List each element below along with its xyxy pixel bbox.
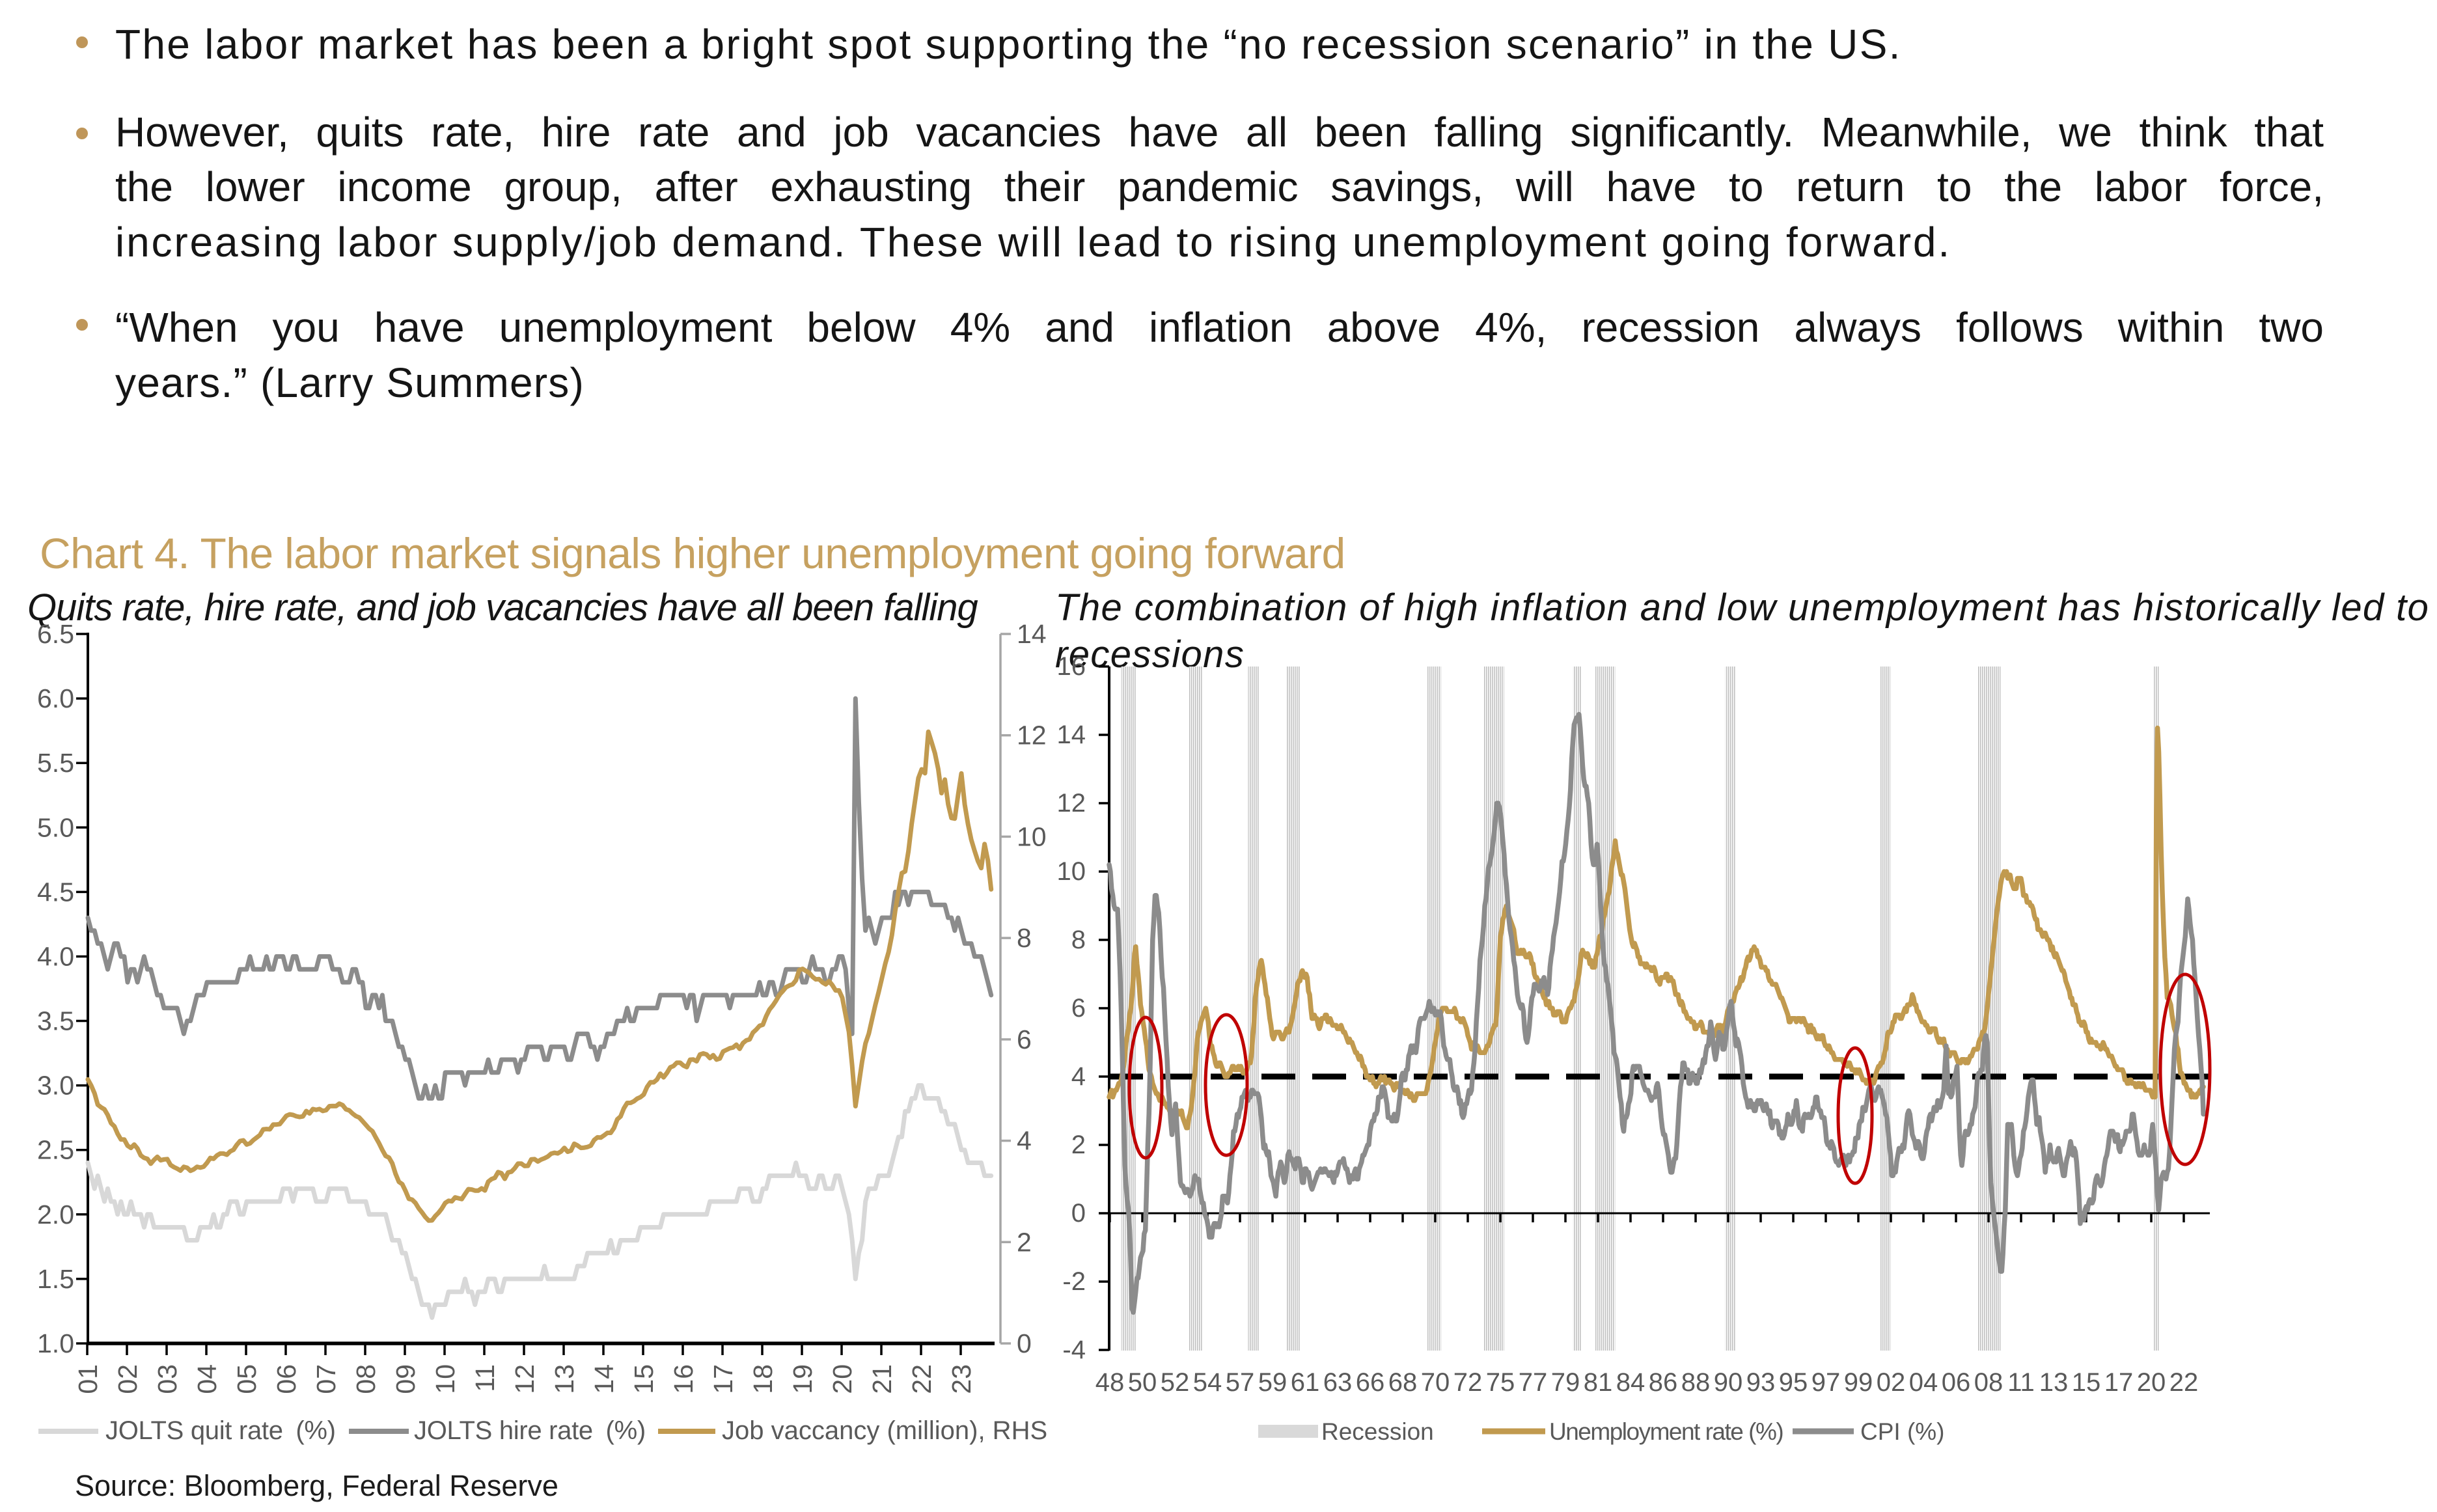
svg-text:66: 66 bbox=[1356, 1368, 1385, 1397]
svg-text:CPI (%): CPI (%) bbox=[1860, 1418, 1945, 1445]
svg-text:61: 61 bbox=[1291, 1368, 1320, 1397]
svg-text:13: 13 bbox=[2039, 1368, 2069, 1397]
svg-text:10: 10 bbox=[1057, 857, 1086, 886]
svg-text:86: 86 bbox=[1649, 1368, 1678, 1397]
svg-text:14: 14 bbox=[1017, 619, 1047, 649]
svg-text:22: 22 bbox=[907, 1364, 937, 1394]
svg-text:4: 4 bbox=[1071, 1062, 1086, 1091]
svg-text:12: 12 bbox=[1017, 721, 1047, 750]
svg-text:4.5: 4.5 bbox=[37, 877, 74, 907]
svg-text:02: 02 bbox=[1877, 1368, 1906, 1397]
svg-text:81: 81 bbox=[1584, 1368, 1613, 1397]
svg-text:20: 20 bbox=[2137, 1368, 2166, 1397]
svg-text:79: 79 bbox=[1551, 1368, 1580, 1397]
svg-text:07: 07 bbox=[311, 1364, 341, 1394]
svg-text:19: 19 bbox=[788, 1364, 818, 1394]
svg-text:14: 14 bbox=[589, 1364, 619, 1394]
svg-text:-2: -2 bbox=[1062, 1267, 1086, 1296]
svg-text:93: 93 bbox=[1746, 1368, 1776, 1397]
svg-text:52: 52 bbox=[1161, 1368, 1190, 1397]
svg-text:6: 6 bbox=[1017, 1024, 1032, 1054]
svg-text:3.5: 3.5 bbox=[37, 1006, 74, 1036]
svg-text:18: 18 bbox=[748, 1364, 778, 1394]
svg-text:0: 0 bbox=[1017, 1328, 1032, 1358]
svg-text:02: 02 bbox=[113, 1364, 143, 1394]
svg-text:95: 95 bbox=[1779, 1368, 1808, 1397]
svg-text:6.0: 6.0 bbox=[37, 683, 74, 713]
svg-text:03: 03 bbox=[152, 1364, 182, 1394]
svg-text:14: 14 bbox=[1057, 721, 1086, 749]
svg-text:75: 75 bbox=[1486, 1368, 1515, 1397]
svg-text:2.5: 2.5 bbox=[37, 1135, 74, 1165]
svg-text:01: 01 bbox=[73, 1364, 103, 1394]
svg-text:11: 11 bbox=[2007, 1368, 2035, 1397]
svg-text:59: 59 bbox=[1258, 1368, 1287, 1397]
svg-text:5.0: 5.0 bbox=[37, 812, 74, 842]
svg-text:97: 97 bbox=[1811, 1368, 1841, 1397]
svg-text:2: 2 bbox=[1017, 1227, 1032, 1257]
svg-text:12: 12 bbox=[1057, 789, 1086, 818]
svg-text:1.0: 1.0 bbox=[37, 1328, 74, 1358]
svg-text:48: 48 bbox=[1095, 1368, 1125, 1397]
svg-text:70: 70 bbox=[1421, 1368, 1450, 1397]
svg-text:12: 12 bbox=[510, 1364, 540, 1394]
svg-text:06: 06 bbox=[1942, 1368, 1971, 1397]
svg-text:1.5: 1.5 bbox=[37, 1264, 74, 1294]
svg-text:22: 22 bbox=[2169, 1368, 2199, 1397]
svg-text:5.5: 5.5 bbox=[37, 748, 74, 778]
svg-text:16: 16 bbox=[668, 1364, 698, 1394]
svg-text:21: 21 bbox=[867, 1364, 897, 1394]
svg-text:90: 90 bbox=[1714, 1368, 1743, 1397]
svg-text:17: 17 bbox=[708, 1364, 738, 1394]
svg-text:54: 54 bbox=[1193, 1368, 1222, 1397]
svg-text:8: 8 bbox=[1017, 923, 1032, 953]
svg-text:84: 84 bbox=[1616, 1368, 1645, 1397]
svg-text:10: 10 bbox=[1017, 821, 1047, 851]
svg-text:Source: Bloomberg, Federal Res: Source: Bloomberg, Federal Reserve bbox=[75, 1469, 558, 1502]
svg-text:13: 13 bbox=[549, 1364, 579, 1394]
svg-text:Unemployment rate (%): Unemployment rate (%) bbox=[1549, 1418, 1783, 1445]
svg-text:JOLTS hire rate (%): JOLTS hire rate (%) bbox=[414, 1416, 646, 1445]
svg-text:04: 04 bbox=[1909, 1368, 1938, 1397]
svg-text:11: 11 bbox=[470, 1364, 500, 1392]
svg-text:8: 8 bbox=[1071, 926, 1086, 954]
svg-text:JOLTS quit rate (%): JOLTS quit rate (%) bbox=[105, 1416, 336, 1445]
svg-text:4: 4 bbox=[1017, 1126, 1032, 1156]
svg-text:63: 63 bbox=[1323, 1368, 1353, 1397]
svg-text:99: 99 bbox=[1844, 1368, 1873, 1397]
svg-text:17: 17 bbox=[2104, 1368, 2134, 1397]
svg-text:15: 15 bbox=[2072, 1368, 2101, 1397]
svg-text:2: 2 bbox=[1071, 1131, 1086, 1159]
svg-text:10: 10 bbox=[430, 1364, 460, 1394]
svg-text:16: 16 bbox=[1057, 652, 1086, 681]
svg-text:08: 08 bbox=[351, 1364, 381, 1394]
svg-text:06: 06 bbox=[271, 1364, 301, 1394]
svg-text:2.0: 2.0 bbox=[37, 1200, 74, 1230]
svg-text:77: 77 bbox=[1519, 1368, 1548, 1397]
svg-text:23: 23 bbox=[946, 1364, 976, 1394]
svg-text:57: 57 bbox=[1226, 1368, 1255, 1397]
svg-text:68: 68 bbox=[1388, 1368, 1418, 1397]
svg-text:Recession: Recession bbox=[1321, 1418, 1434, 1445]
svg-text:20: 20 bbox=[827, 1364, 857, 1394]
svg-text:6.5: 6.5 bbox=[37, 619, 74, 649]
svg-text:88: 88 bbox=[1681, 1368, 1711, 1397]
svg-text:0: 0 bbox=[1071, 1199, 1086, 1228]
svg-text:6: 6 bbox=[1071, 994, 1086, 1023]
svg-text:08: 08 bbox=[1974, 1368, 2003, 1397]
svg-text:15: 15 bbox=[629, 1364, 659, 1394]
svg-text:Job vaccancy (million), RHS: Job vaccancy (million), RHS bbox=[722, 1416, 1047, 1445]
svg-text:09: 09 bbox=[391, 1364, 420, 1394]
svg-text:3.0: 3.0 bbox=[37, 1071, 74, 1101]
svg-text:-4: -4 bbox=[1062, 1336, 1086, 1364]
svg-text:4.0: 4.0 bbox=[37, 942, 74, 972]
svg-text:05: 05 bbox=[232, 1364, 262, 1394]
svg-text:50: 50 bbox=[1128, 1368, 1157, 1397]
svg-text:72: 72 bbox=[1453, 1368, 1483, 1397]
svg-text:04: 04 bbox=[192, 1364, 222, 1394]
